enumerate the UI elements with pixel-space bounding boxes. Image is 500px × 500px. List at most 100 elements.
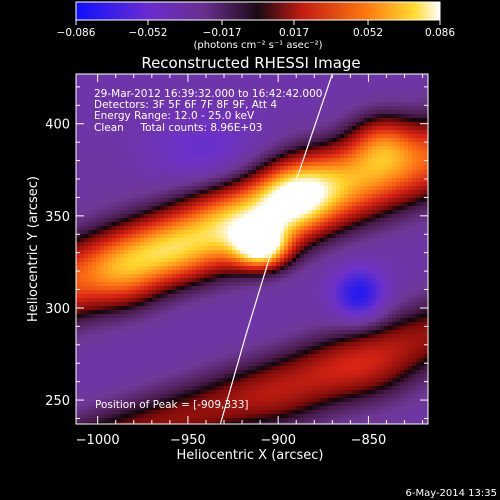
- heatmap-cell: [256, 94, 261, 99]
- heatmap-cell: [136, 266, 141, 271]
- heatmap-cell: [272, 202, 277, 207]
- heatmap-cell: [80, 238, 85, 243]
- heatmap-cell: [356, 190, 361, 195]
- heatmap-cell: [368, 282, 373, 287]
- heatmap-cell: [128, 158, 133, 163]
- heatmap-cell: [276, 118, 281, 123]
- heatmap-cell: [124, 246, 129, 251]
- heatmap-cell: [152, 282, 157, 287]
- heatmap-cell: [208, 138, 213, 143]
- heatmap-cell: [164, 178, 169, 183]
- heatmap-cell: [412, 114, 417, 119]
- heatmap-cell: [356, 138, 361, 143]
- heatmap-cell: [140, 286, 145, 291]
- heatmap-cell: [156, 270, 161, 275]
- heatmap-cell: [156, 298, 161, 303]
- heatmap-cell: [148, 214, 153, 219]
- heatmap-cell: [404, 114, 409, 119]
- heatmap-cell: [356, 274, 361, 279]
- heatmap-cell: [416, 198, 421, 203]
- heatmap-cell: [288, 154, 293, 159]
- heatmap-cell: [288, 158, 293, 163]
- heatmap-cell: [244, 198, 249, 203]
- heatmap-cell: [340, 126, 345, 131]
- heatmap-cell: [168, 114, 173, 119]
- heatmap-cell: [316, 226, 321, 231]
- heatmap-cell: [420, 86, 425, 91]
- heatmap-cell: [164, 286, 169, 291]
- heatmap-cell: [204, 186, 209, 191]
- heatmap-cell: [140, 158, 145, 163]
- heatmap-cell: [244, 194, 249, 199]
- heatmap-cell: [348, 110, 353, 115]
- heatmap-cell: [132, 190, 137, 195]
- heatmap-cell: [292, 142, 297, 147]
- heatmap-cell: [84, 230, 89, 235]
- heatmap-cell: [304, 162, 309, 167]
- heatmap-cell: [136, 246, 141, 251]
- heatmap-cell: [364, 170, 369, 175]
- heatmap-cell: [160, 74, 165, 79]
- heatmap-cell: [292, 138, 297, 143]
- heatmap-cell: [392, 138, 397, 143]
- heatmap-cell: [152, 214, 157, 219]
- heatmap-cell: [392, 90, 397, 95]
- heatmap-cell: [312, 98, 317, 103]
- heatmap-cell: [244, 246, 249, 251]
- heatmap-cell: [404, 282, 409, 287]
- heatmap-cell: [120, 222, 125, 227]
- heatmap-cell: [180, 170, 185, 175]
- heatmap-cell: [168, 154, 173, 159]
- heatmap-cell: [136, 170, 141, 175]
- heatmap-cell: [180, 166, 185, 171]
- heatmap-cell: [124, 142, 129, 147]
- heatmap-cell: [360, 214, 365, 219]
- heatmap-cell: [368, 278, 373, 283]
- heatmap-cell: [108, 206, 113, 211]
- heatmap-cell: [408, 126, 413, 131]
- heatmap-cell: [80, 274, 85, 279]
- heatmap-cell: [320, 254, 325, 259]
- heatmap-cell: [404, 238, 409, 243]
- heatmap-cell: [348, 190, 353, 195]
- heatmap-cell: [136, 158, 141, 163]
- heatmap-cell: [96, 154, 101, 159]
- heatmap-cell: [244, 270, 249, 275]
- heatmap-cell: [128, 82, 133, 87]
- heatmap-cell: [116, 178, 121, 183]
- heatmap-cell: [220, 194, 225, 199]
- heatmap-cell: [124, 106, 129, 111]
- heatmap-cell: [172, 242, 177, 247]
- heatmap-cell: [124, 186, 129, 191]
- heatmap-cell: [360, 74, 365, 79]
- heatmap-cell: [340, 154, 345, 159]
- heatmap-cell: [80, 266, 85, 271]
- heatmap-cell: [92, 142, 97, 147]
- heatmap-cell: [348, 278, 353, 283]
- heatmap-cell: [424, 114, 428, 119]
- heatmap-cell: [108, 114, 113, 119]
- heatmap-cell: [388, 262, 393, 267]
- heatmap-cell: [208, 130, 213, 135]
- heatmap-cell: [156, 110, 161, 115]
- heatmap-cell: [96, 170, 101, 175]
- heatmap-cell: [144, 138, 149, 143]
- heatmap-cell: [248, 146, 253, 151]
- heatmap-cell: [364, 214, 369, 219]
- heatmap-cell: [76, 270, 81, 275]
- heatmap-cell: [380, 74, 385, 79]
- heatmap-cell: [308, 202, 313, 207]
- heatmap-cell: [284, 234, 289, 239]
- heatmap-cell: [208, 294, 213, 299]
- heatmap-cell: [164, 174, 169, 179]
- heatmap-cell: [144, 122, 149, 127]
- heatmap-cell: [368, 182, 373, 187]
- heatmap-cell: [272, 286, 277, 291]
- heatmap-cell: [356, 250, 361, 255]
- heatmap-cell: [156, 230, 161, 235]
- heatmap-cell: [372, 206, 377, 211]
- heatmap-cell: [152, 254, 157, 259]
- heatmap-cell: [168, 182, 173, 187]
- heatmap-cell: [224, 242, 229, 247]
- heatmap-cell: [328, 190, 333, 195]
